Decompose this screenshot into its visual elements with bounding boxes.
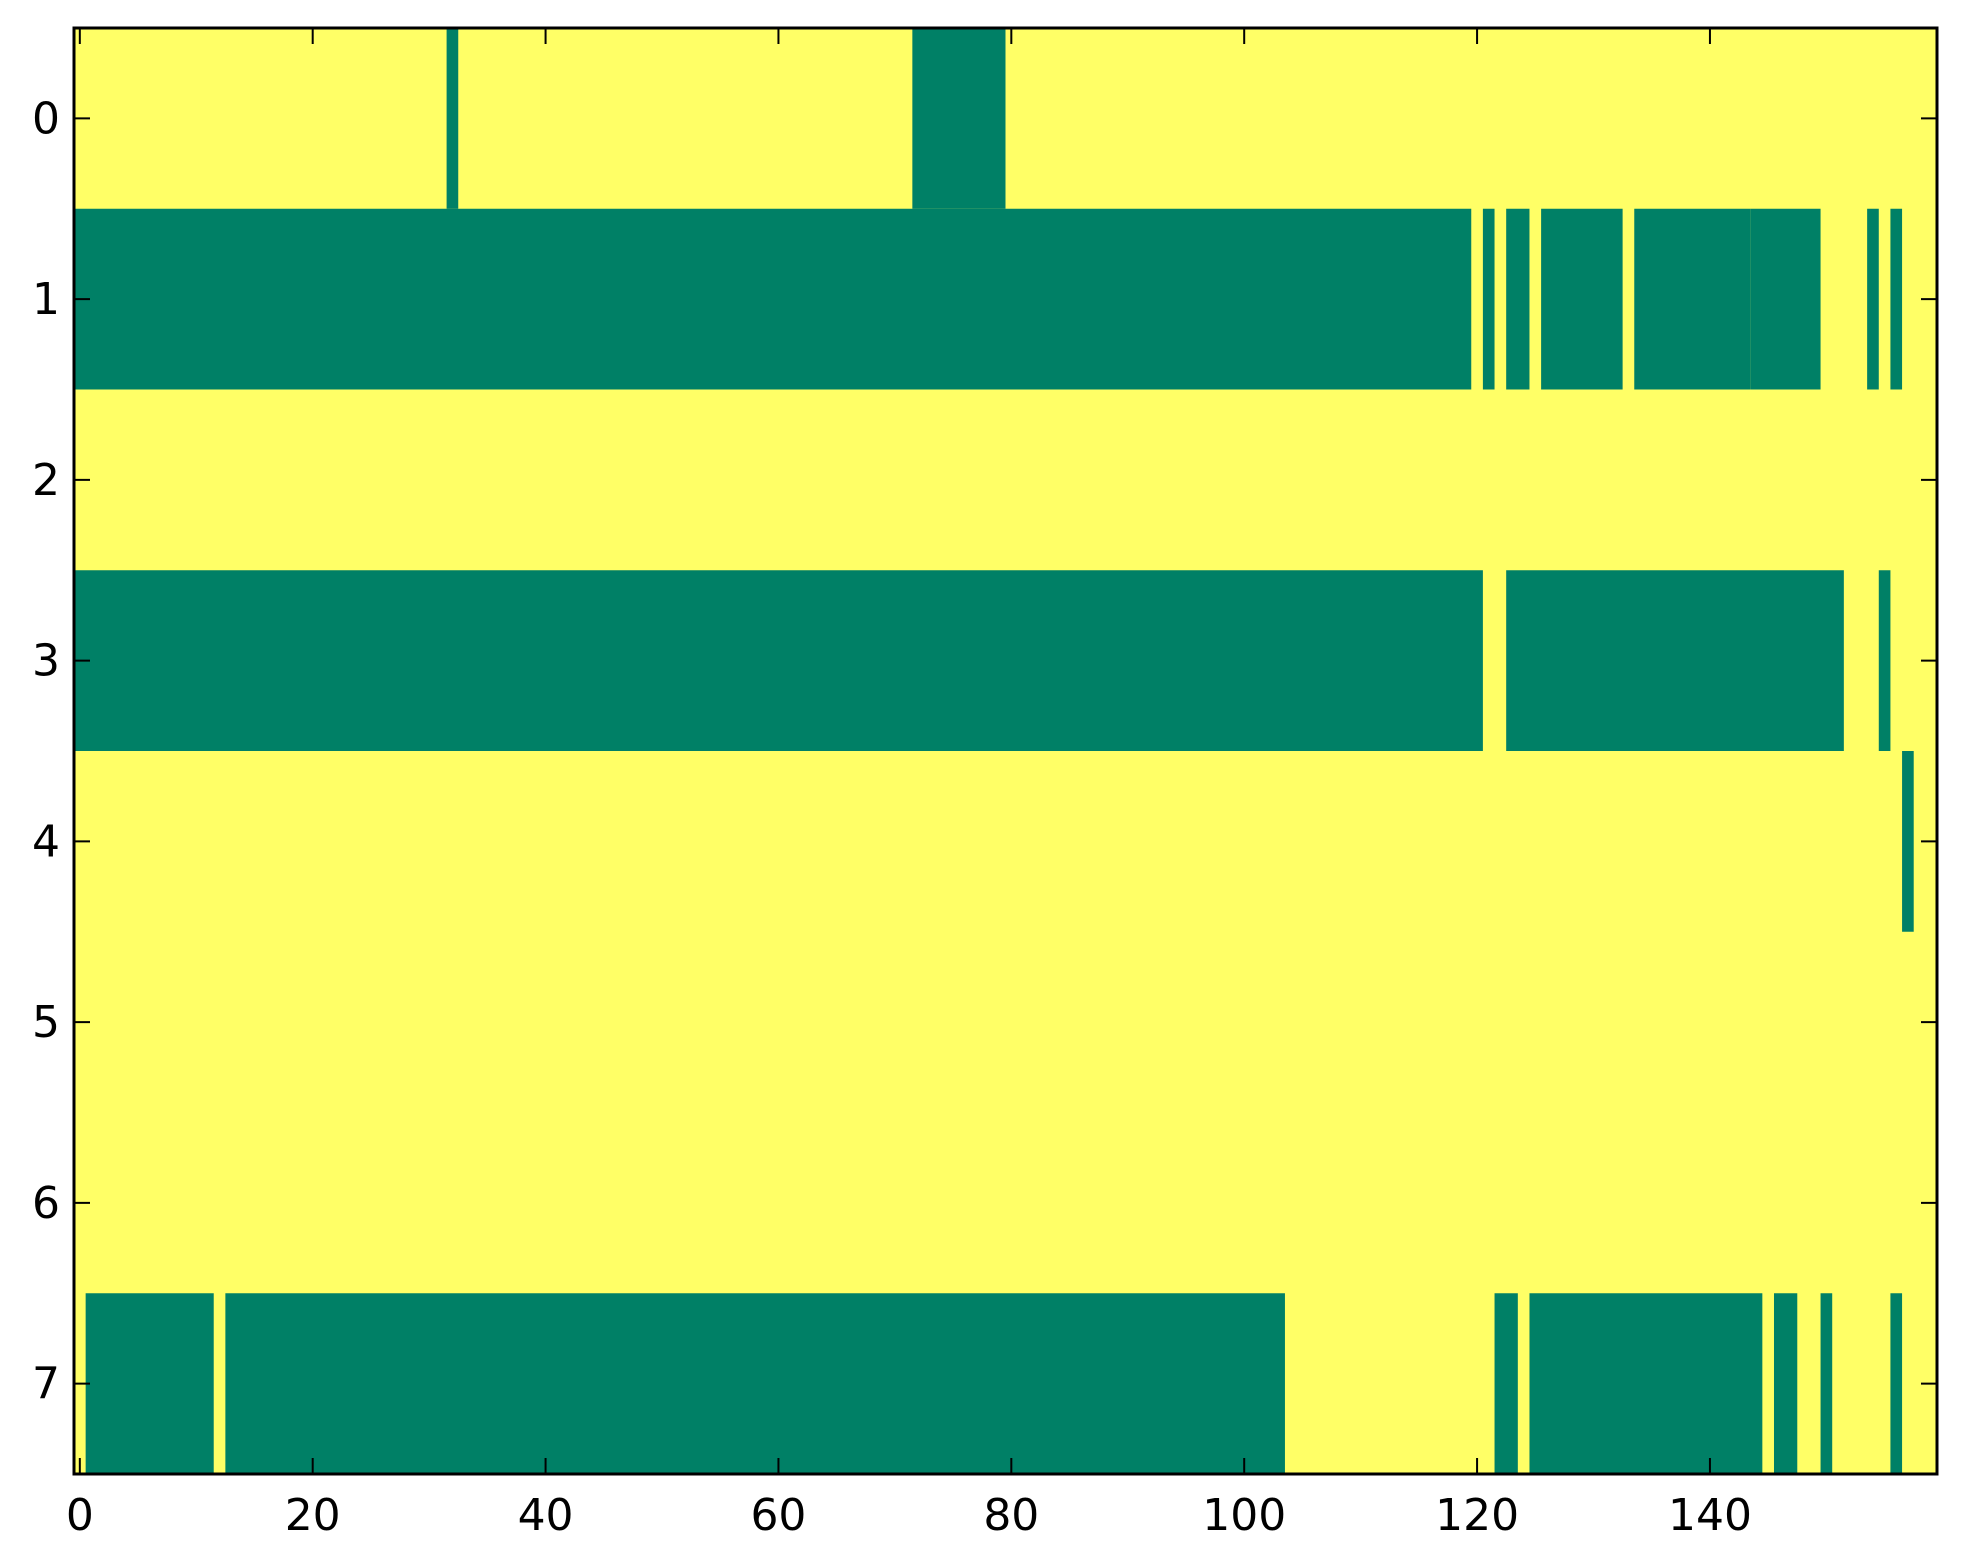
heatmap-cell-run <box>1506 570 1844 751</box>
y-tick-label: 6 <box>32 1178 60 1229</box>
heatmap-cell-run <box>1902 751 1914 932</box>
axis-tick-labels: 0 20 40 60 80 100 120 140 0 1 2 3 4 5 6 7 <box>32 93 1752 1541</box>
heatmap-cell-run <box>1506 208 1530 390</box>
heatmap-cell-run <box>1878 570 1891 751</box>
heatmap-cell-run <box>1890 1293 1903 1474</box>
heatmap-cell-run <box>85 1293 214 1474</box>
y-tick-label: 4 <box>32 816 60 867</box>
y-tick-label: 7 <box>32 1359 60 1410</box>
x-tick-label: 140 <box>1668 1490 1752 1541</box>
heatmap-cell-run <box>1482 208 1495 390</box>
heatmap-cell-run <box>225 1293 1285 1474</box>
x-tick-label: 80 <box>983 1490 1039 1541</box>
heatmap-cell-run <box>1773 1293 1798 1474</box>
heatmap-cell-run <box>1867 208 1879 390</box>
x-tick-label: 120 <box>1435 1490 1519 1541</box>
y-tick-label: 5 <box>32 997 60 1048</box>
y-tick-label: 0 <box>32 93 60 144</box>
heatmap-cells <box>74 28 1937 1474</box>
heatmap-cell-run <box>1750 208 1821 390</box>
y-tick-label: 1 <box>32 274 60 325</box>
x-tick-label: 40 <box>518 1490 574 1541</box>
heatmap-cell-run <box>74 208 1472 390</box>
heatmap-cell-run <box>1529 1293 1763 1474</box>
plot-frame <box>72 26 1939 1476</box>
heatmap-cell-run <box>446 28 459 209</box>
heatmap-cell-run <box>1541 208 1623 390</box>
x-tick-label: 60 <box>750 1490 806 1541</box>
heatmap-cell-run <box>912 28 1006 209</box>
heatmap-cell-run <box>1494 1293 1518 1474</box>
axis-ticks <box>74 28 1937 1474</box>
x-tick-label: 20 <box>285 1490 341 1541</box>
y-tick-label: 2 <box>32 455 60 506</box>
x-tick-label: 100 <box>1202 1490 1286 1541</box>
heatmap-cell-run <box>1634 208 1751 390</box>
heatmap-cell-run <box>1820 1293 1833 1474</box>
y-tick-label: 3 <box>32 636 60 687</box>
x-tick-label: 0 <box>66 1490 94 1541</box>
heatmap-cell-run <box>74 570 1483 751</box>
heatmap-cell-run <box>1890 208 1903 390</box>
